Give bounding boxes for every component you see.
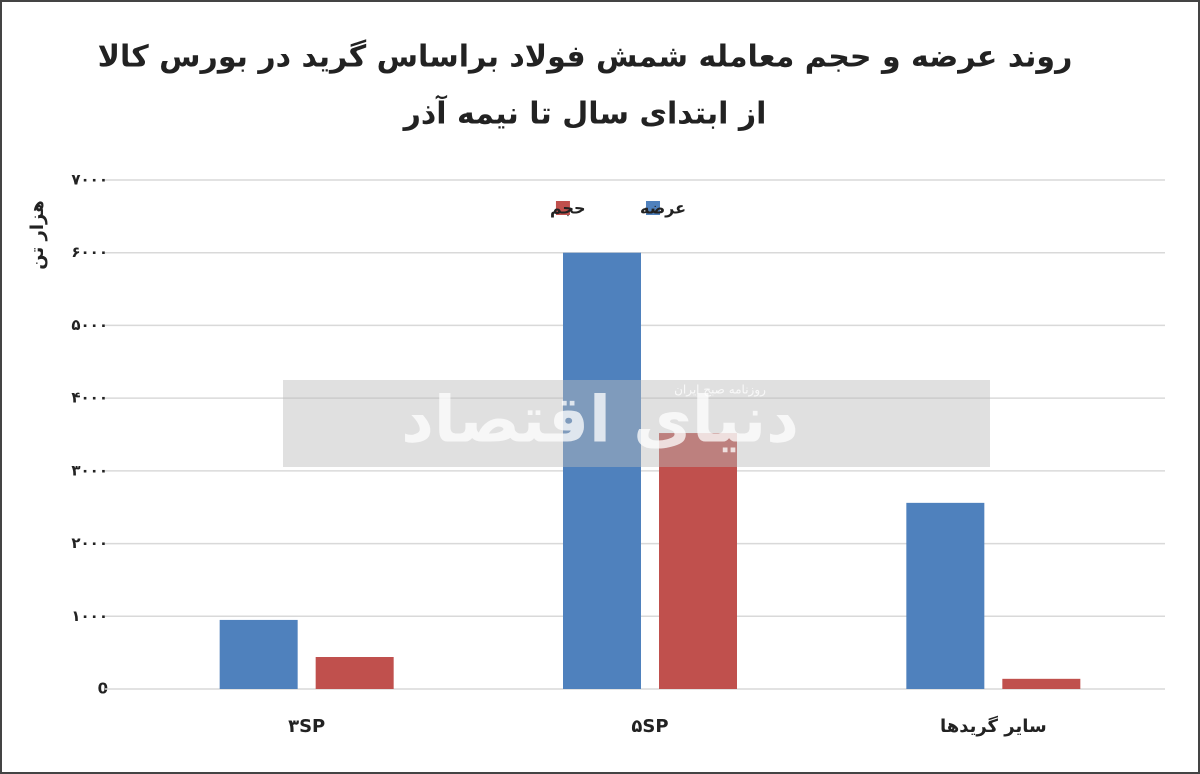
chart-subtitle: از ابتدای سال تا نیمه آذر xyxy=(402,95,767,132)
bar xyxy=(1002,678,1081,689)
legend-label: عرضه xyxy=(640,199,686,218)
chart-title: روند عرضه و حجم معامله شمش فولاد براساس … xyxy=(98,39,1073,75)
y-tick-label: 0 xyxy=(98,680,108,698)
y-tick-label: ۵۰۰۰ xyxy=(71,316,108,334)
legend-swatch xyxy=(646,201,660,215)
watermark-band xyxy=(283,380,990,467)
y-tick-label: ۱۰۰۰ xyxy=(71,607,108,625)
y-tick-label: ۶۰۰۰ xyxy=(71,243,108,261)
legend-label: حجم xyxy=(550,199,586,218)
x-tick-label: ۵SP xyxy=(631,716,668,737)
y-tick-label: ۷۰۰۰ xyxy=(71,171,108,189)
bar xyxy=(659,433,737,689)
x-tick-label: سایر گریدها xyxy=(940,715,1047,737)
y-axis-label: هزار تن xyxy=(27,200,48,269)
x-tick-label: ۳SP xyxy=(288,716,325,737)
bar xyxy=(906,502,985,689)
watermark-tagline: روزنامه صبح ایران xyxy=(674,383,766,398)
bar xyxy=(563,252,641,689)
watermark: دنیای اقتصاد روزنامه صبح ایران xyxy=(283,380,990,467)
y-tick-label: ۲۰۰۰ xyxy=(71,534,108,552)
bar xyxy=(219,619,298,689)
y-tick-label: ۴۰۰۰ xyxy=(71,389,108,407)
watermark-name: دنیای اقتصاد xyxy=(401,384,799,458)
y-tick-label: ۳۰۰۰ xyxy=(71,461,108,479)
bar xyxy=(315,657,394,689)
legend-swatch xyxy=(555,201,570,215)
